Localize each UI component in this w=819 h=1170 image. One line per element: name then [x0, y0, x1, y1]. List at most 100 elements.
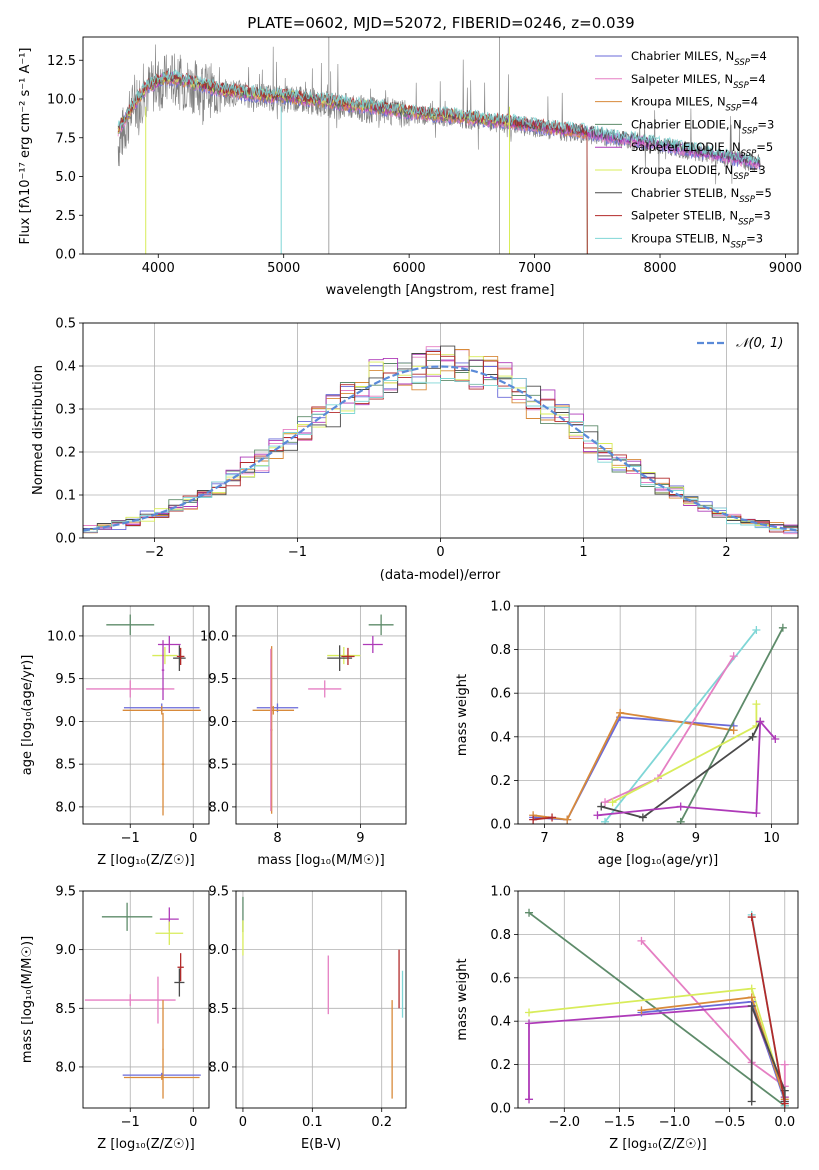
xtick-label: 7	[540, 831, 548, 846]
ytick-label: 10.0	[200, 629, 229, 644]
weight-marker-salp_miles	[729, 652, 738, 661]
weight-marker-salp_miles	[637, 936, 646, 945]
weight-marker-salp_stelib	[747, 913, 756, 922]
ytick-label: 0.6	[490, 971, 511, 986]
weight-marker-salp_miles	[780, 1060, 789, 1069]
weight-marker-salp_stelib	[780, 1099, 789, 1108]
spectrum-plot-area	[117, 37, 761, 254]
xtick-label: −2	[145, 545, 164, 560]
massweight-vs-metallicity-ylabel: mass weight	[455, 958, 470, 1040]
weight-line-krou_miles	[532, 711, 734, 821]
weight-marker-salp_elodie	[525, 1019, 534, 1028]
xtick-label: −1	[121, 831, 140, 846]
legend-label: Kroupa MILES, NSSP=4	[631, 95, 758, 114]
ytick-label: 8.5	[208, 1002, 229, 1017]
gauss-legend-label: 𝒩(0, 1)	[736, 336, 783, 351]
massweight-vs-metallicity-xlabel: Z [log₁₀(Z/Z☉)]	[609, 1137, 706, 1152]
massweight-vs-age-marks	[529, 623, 787, 824]
spectrum-xlabel: wavelength [Angstrom, rest frame]	[326, 283, 555, 298]
weight-line-chab_miles	[533, 716, 734, 821]
weight-line-salp_stelib	[750, 916, 786, 1104]
weight-marker-salp_elodie	[771, 734, 780, 743]
histogram-ticks: −2 −1 0 1 2 0.0 0.1 0.2 0.3 0.4 0.5	[55, 317, 730, 561]
weight-marker-krou_stelib	[601, 817, 610, 824]
legend-label: Kroupa STELIB, NSSP=3	[631, 231, 763, 250]
weight-marker-salp_elodie	[676, 802, 685, 811]
weight-marker-krou_miles	[747, 993, 756, 1002]
age-vs-metallicity-panel: −1 0 8.0 8.5 9.0 9.5 10.0 Z [log₁₀(Z/Z☉)] age [l…	[20, 605, 210, 868]
ytick-label: 0.5	[55, 317, 76, 332]
mass-vs-metallicity-xlabel: Z [log₁₀(Z/Z☉)]	[97, 1137, 194, 1152]
ytick-label: 9.5	[208, 885, 229, 900]
weight-marker-krou_elodie	[525, 1008, 534, 1017]
ytick-label: 9.0	[55, 715, 76, 730]
spectrum-panel: PLATE=0602, MJD=52072, FIBERID=0246, z=0…	[18, 14, 802, 298]
ytick-label: 8.0	[208, 1060, 229, 1075]
weight-marker-krou_miles	[563, 815, 572, 824]
ytick-label: 9.5	[55, 672, 76, 687]
weight-marker-chab_elodie	[525, 908, 534, 917]
mass-vs-metallicity-ylabel: mass [log₁₀(M/M☉)]	[20, 936, 35, 1063]
massweight-vs-age-panel: 7 8 9 10 0.0 0.2 0.4 0.6 0.8 1.0 age [log₁₀(age/yr…	[455, 600, 799, 868]
ytick-label: 8.5	[55, 1002, 76, 1017]
age-vs-mass-axes-frame	[235, 605, 407, 825]
histogram-step-chab_stelib	[83, 345, 798, 530]
age-vs-metallicity-xlabel: Z [log₁₀(Z/Z☉)]	[97, 853, 194, 868]
massweight-vs-age-ylabel: mass weight	[455, 674, 470, 756]
mass-vs-ebv-panel: 0 0.1 0.2 8.0 8.5 9.0 9.5 E(B-V)	[208, 885, 407, 1152]
massweight-vs-metallicity-panel: −2.0 −1.5 −1.0 −0.5 0.0 0.0 0.2 0.4 0.6 0.8 1.0 Z […	[455, 885, 799, 1152]
ytick-label: 10.0	[47, 629, 76, 644]
ytick-label: 5.0	[55, 170, 76, 185]
xtick-label: 0.0	[774, 1115, 795, 1130]
legend-label: Chabrier ELODIE, NSSP=3	[631, 117, 774, 136]
xtick-label: 0	[239, 1115, 247, 1130]
weight-marker-salp_elodie	[593, 811, 602, 820]
xtick-label: 0	[189, 831, 197, 846]
mass-vs-metallicity-marks	[84, 902, 201, 1099]
spectrum-ticks: 4000 5000 6000 7000 8000 9000 0.0 2.5 5.0 7.5 10.0…	[47, 54, 802, 276]
legend-label: Salpeter MILES, NSSP=4	[631, 72, 766, 91]
xtick-label: 0	[436, 545, 444, 560]
ytick-label: 7.5	[55, 131, 76, 146]
xtick-label: 0.2	[371, 1115, 392, 1130]
xtick-label: 1	[579, 545, 587, 560]
ytick-label: 0.0	[55, 248, 76, 263]
xtick-label: 9	[356, 831, 364, 846]
ytick-label: 9.5	[55, 885, 76, 900]
ytick-label: 0.4	[490, 730, 511, 745]
weight-marker-salp_miles	[601, 798, 610, 807]
ytick-label: 2.5	[55, 209, 76, 224]
ytick-label: 0.8	[490, 928, 511, 943]
xtick-label: 2	[722, 545, 730, 560]
xtick-label: −2.0	[549, 1115, 581, 1130]
weight-marker-salp_stelib	[529, 815, 538, 824]
massweight-vs-age-xlabel: age [log₁₀(age/yr)]	[598, 853, 719, 868]
age-vs-mass-xlabel: mass [log₁₀(M/M☉)]	[257, 853, 384, 868]
ytick-label: 0.0	[490, 818, 511, 833]
age-vs-metallicity-ylabel: age [log₁₀(age/yr)]	[20, 655, 35, 776]
ytick-label: 0.0	[55, 532, 76, 547]
ytick-label: 1.0	[490, 600, 511, 615]
ytick-label: 9.0	[208, 715, 229, 730]
spectrum-ylabel: Flux [fλ10⁻¹⁷ erg cm⁻² s⁻¹ A⁻¹]	[18, 48, 33, 245]
xtick-label: 0.1	[302, 1115, 323, 1130]
xtick-label: 9000	[769, 261, 802, 276]
mass-vs-metallicity-axes-frame	[82, 890, 210, 1109]
weight-marker-salp_elodie	[525, 1095, 534, 1104]
ytick-label: 0.2	[55, 446, 76, 461]
weight-marker-krou_miles	[729, 726, 738, 735]
weight-marker-chab_elodie	[778, 623, 787, 632]
ytick-label: 0.2	[490, 774, 511, 789]
ytick-label: 9.5	[208, 672, 229, 687]
legend-label: Kroupa ELODIE, NSSP=3	[631, 163, 766, 182]
xtick-label: 8000	[643, 261, 676, 276]
mass-vs-ebv-xlabel: E(B-V)	[301, 1137, 341, 1152]
model-spectrum-salp_stelib	[118, 70, 588, 254]
weight-marker-salp_elodie	[752, 809, 761, 818]
ytick-label: 8.0	[55, 1060, 76, 1075]
spectrum-title: PLATE=0602, MJD=52072, FIBERID=0246, z=0…	[247, 14, 634, 32]
ytick-label: 9.0	[55, 943, 76, 958]
legend-label: Chabrier MILES, NSSP=4	[631, 49, 767, 68]
age-vs-metallicity-axes-frame	[82, 605, 210, 825]
small-panels: −1 0 8.0 8.5 9.0 9.5 10.0 Z [log₁₀(Z/Z☉)] age [l…	[20, 600, 799, 1152]
